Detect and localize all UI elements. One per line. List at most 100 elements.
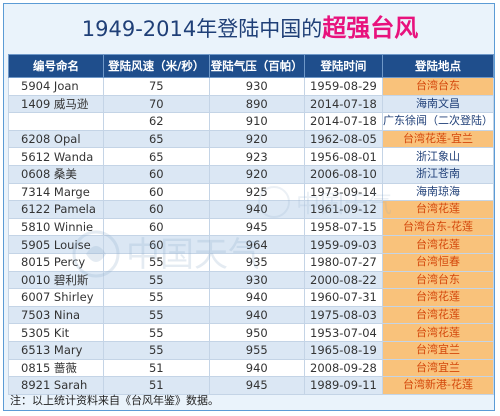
- cell-pressure: 940: [208, 288, 305, 307]
- cell-name: 0010 碧利斯: [8, 270, 104, 290]
- cell-location: 台湾台东-花莲: [381, 217, 495, 237]
- cell-date: 1973-09-14: [303, 182, 383, 202]
- cell-pressure: 935: [208, 252, 305, 272]
- header-name: 编号命名: [8, 54, 104, 78]
- table-header-row: 编号命名 登陆风速（米/秒） 登陆气压（百帕） 登陆时间 登陆地点: [8, 54, 495, 78]
- table-row: 6007 Shirley 55 940 1960-07-31 台湾花莲: [8, 288, 495, 307]
- cell-pressure: 930: [208, 77, 305, 96]
- table-row: 8015 Percy 55 935 1980-07-27 台湾恒春: [8, 252, 495, 272]
- table-row: 5810 Winnie 60 945 1958-07-15 台湾台东-花莲: [8, 217, 495, 237]
- cell-pressure: 930: [208, 270, 305, 290]
- cell-pressure: 945: [208, 217, 305, 237]
- header-date: 登陆时间: [303, 54, 383, 78]
- cell-location: 台湾花莲: [381, 200, 495, 219]
- cell-location: 台湾花莲: [381, 235, 495, 254]
- cell-pressure: 923: [208, 147, 305, 166]
- cell-location: 台湾台东: [381, 270, 495, 290]
- page-title: 1949-2014年登陆中国的超强台风: [4, 8, 496, 48]
- cell-speed: 70: [102, 94, 210, 114]
- table-row: 7314 Marge 60 925 1973-09-14 海南琼海: [8, 182, 495, 202]
- cell-pressure: 890: [208, 94, 305, 114]
- cell-location: 海南文昌: [381, 94, 495, 114]
- cell-date: 2008-09-28: [303, 358, 383, 378]
- cell-location: 海南琼海: [381, 182, 495, 202]
- table-row: 5905 Louise 60 964 1959-09-03 台湾花莲: [8, 235, 495, 254]
- cell-speed: 55: [102, 323, 210, 342]
- cell-location: 台湾新港-花莲: [381, 376, 495, 395]
- cell-location: 台湾宜兰: [381, 358, 495, 378]
- cell-speed: 55: [102, 305, 210, 325]
- cell-name: 5904 Joan: [8, 77, 104, 96]
- cell-date: 1959-09-03: [303, 235, 383, 254]
- header-pressure: 登陆气压（百帕）: [208, 54, 305, 78]
- table-row: 5612 Wanda 65 923 1956-08-01 浙江象山: [8, 147, 495, 166]
- cell-date: 1965-08-19: [303, 340, 383, 360]
- cell-pressure: 950: [208, 323, 305, 342]
- cell-date: 2014-07-18: [303, 112, 383, 131]
- cell-name: 7503 Nina: [8, 305, 104, 325]
- table-row: 6208 Opal 65 920 1962-08-05 台湾花莲-宜兰: [8, 129, 495, 149]
- cell-location: 浙江象山: [381, 147, 495, 166]
- table-row: 5904 Joan 75 930 1959-08-29 台湾台东: [8, 77, 495, 96]
- cell-location: 台湾宜兰: [381, 340, 495, 360]
- cell-date: 1959-08-29: [303, 77, 383, 96]
- cell-date: 2000-08-22: [303, 270, 383, 290]
- table-row: 62 910 2014-07-18 广东徐闻（二次登陆）: [8, 112, 495, 131]
- cell-date: 1956-08-01: [303, 147, 383, 166]
- cell-name: 6122 Pamela: [8, 200, 104, 219]
- cell-location: 台湾花莲-宜兰: [381, 129, 495, 149]
- cell-speed: 65: [102, 147, 210, 166]
- cell-pressure: 920: [208, 164, 305, 184]
- typhoon-table: 编号命名 登陆风速（米/秒） 登陆气压（百帕） 登陆时间 登陆地点 5904 J…: [8, 54, 495, 395]
- table-row: 0815 蔷薇 51 940 2008-09-28 台湾宜兰: [8, 358, 495, 378]
- cell-name: 5305 Kit: [8, 323, 104, 342]
- cell-name: 7314 Marge: [8, 182, 104, 202]
- cell-date: 2006-08-10: [303, 164, 383, 184]
- cell-date: 1961-09-12: [303, 200, 383, 219]
- table-row: 8921 Sarah 51 945 1989-09-11 台湾新港-花莲: [8, 376, 495, 395]
- table-row: 5305 Kit 55 950 1953-07-04 台湾花莲: [8, 323, 495, 342]
- cell-location: 台湾恒春: [381, 252, 495, 272]
- header-location: 登陆地点: [381, 54, 495, 78]
- cell-speed: 65: [102, 129, 210, 149]
- cell-location: 台湾花莲: [381, 305, 495, 325]
- table-row: 6122 Pamela 60 940 1961-09-12 台湾花莲: [8, 200, 495, 219]
- header-speed: 登陆风速（米/秒）: [102, 54, 210, 78]
- cell-name: 0608 桑美: [8, 164, 104, 184]
- cell-pressure: 940: [208, 358, 305, 378]
- cell-pressure: 964: [208, 235, 305, 254]
- title-prefix: 1949-2014年登陆中国的: [81, 17, 323, 41]
- table-body: 5904 Joan 75 930 1959-08-29 台湾台东 1409 威马逊 70 89…: [8, 77, 495, 395]
- cell-name: [8, 112, 104, 131]
- cell-pressure: 945: [208, 376, 305, 395]
- cell-name: 6208 Opal: [8, 129, 104, 149]
- cell-date: 1953-07-04: [303, 323, 383, 342]
- cell-name: 5905 Louise: [8, 235, 104, 254]
- cell-date: 1960-07-31: [303, 288, 383, 307]
- table-row: 6513 Mary 55 955 1965-08-19 台湾宜兰: [8, 340, 495, 360]
- cell-date: 1980-07-27: [303, 252, 383, 272]
- cell-name: 6007 Shirley: [8, 288, 104, 307]
- cell-pressure: 940: [208, 305, 305, 325]
- cell-date: 1962-08-05: [303, 129, 383, 149]
- cell-speed: 55: [102, 288, 210, 307]
- cell-speed: 55: [102, 252, 210, 272]
- cell-name: 0815 蔷薇: [8, 358, 104, 378]
- cell-speed: 55: [102, 270, 210, 290]
- cell-speed: 62: [102, 112, 210, 131]
- cell-date: 1989-09-11: [303, 376, 383, 395]
- cell-speed: 55: [102, 340, 210, 360]
- cell-speed: 60: [102, 164, 210, 184]
- title-highlight: 超强台风: [322, 14, 419, 42]
- infographic-frame: 1949-2014年登陆中国的超强台风 编号命名 登陆风速（米/秒） 登陆气压（…: [3, 3, 495, 411]
- cell-pressure: 910: [208, 112, 305, 131]
- table-row: 0608 桑美 60 920 2006-08-10 浙江苍南: [8, 164, 495, 184]
- cell-pressure: 925: [208, 182, 305, 202]
- table-row: 7503 Nina 55 940 1975-08-03 台湾花莲: [8, 305, 495, 325]
- cell-pressure: 955: [208, 340, 305, 360]
- cell-location: 台湾花莲: [381, 323, 495, 342]
- cell-date: 1975-08-03: [303, 305, 383, 325]
- cell-name: 1409 威马逊: [8, 94, 104, 114]
- source-note: 注：以上统计资料来自《台风年鉴》数据。: [10, 394, 219, 407]
- cell-speed: 51: [102, 376, 210, 395]
